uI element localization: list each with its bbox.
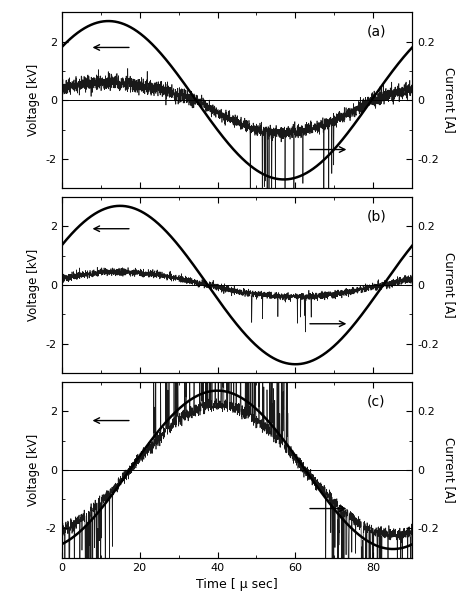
Y-axis label: Current [A]: Current [A] [443, 252, 456, 318]
X-axis label: Time [ μ sec]: Time [ μ sec] [196, 578, 278, 592]
Y-axis label: Current [A]: Current [A] [443, 437, 456, 503]
Text: (a): (a) [367, 25, 386, 39]
Y-axis label: Current [A]: Current [A] [443, 67, 456, 133]
Y-axis label: Voltage [kV]: Voltage [kV] [27, 434, 40, 506]
Text: (b): (b) [367, 210, 386, 223]
Y-axis label: Voltage [kV]: Voltage [kV] [27, 249, 40, 321]
Y-axis label: Voltage [kV]: Voltage [kV] [27, 64, 40, 136]
Text: (c): (c) [367, 394, 385, 408]
